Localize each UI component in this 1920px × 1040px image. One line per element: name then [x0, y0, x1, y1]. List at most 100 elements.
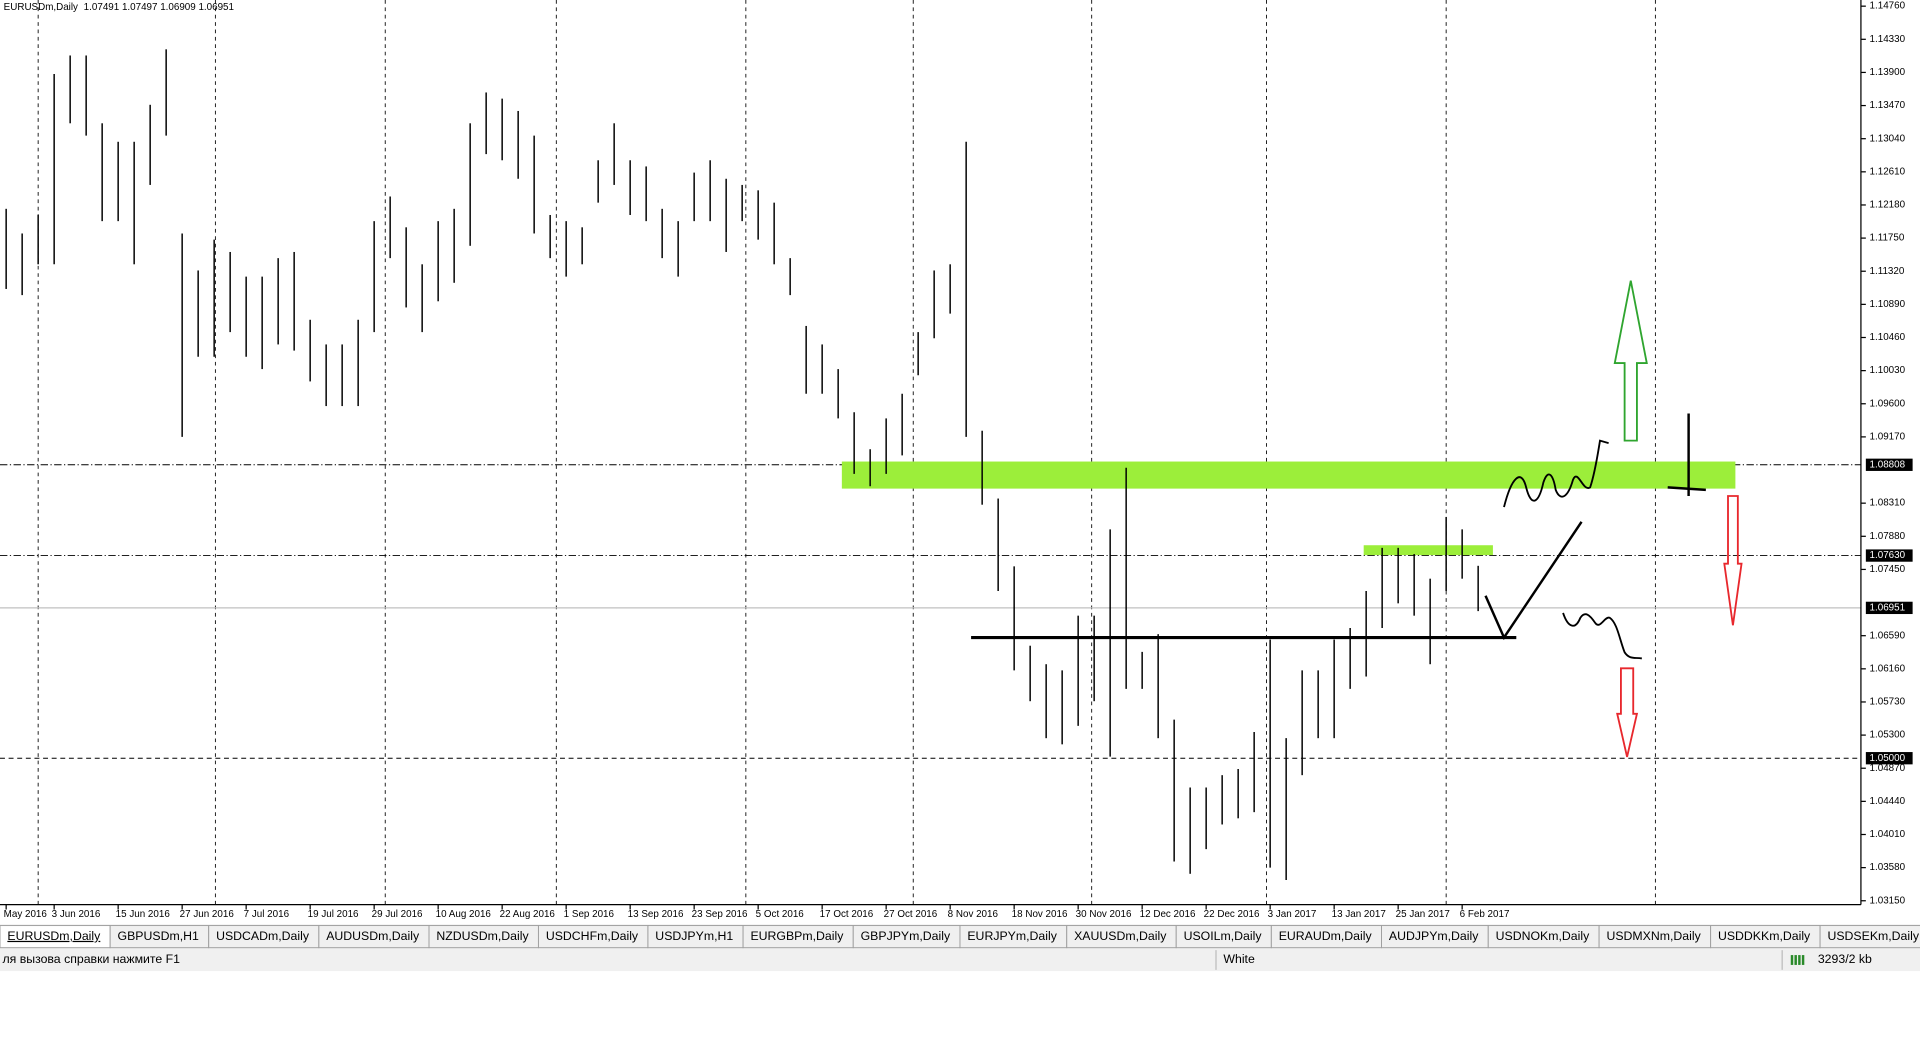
x-tick-label: 19 Jul 2016 [308, 909, 359, 920]
tab[interactable]: USDMXNm,Daily [1598, 925, 1712, 949]
y-tick-label: 1.13900 [1870, 67, 1906, 78]
x-tick-label: 3 Jun 2016 [52, 909, 101, 920]
tab-label: USDJPYm,H1 [655, 929, 733, 943]
tab-frame [1819, 925, 1920, 949]
y-tick-label: 1.06160 [1870, 663, 1906, 674]
x-tick-label: 17 Oct 2016 [820, 909, 874, 920]
squiggle-up [1503, 439, 1609, 508]
tab[interactable]: AUDUSDm,Daily [318, 925, 430, 949]
tab[interactable]: XAUUSDm,Daily [1066, 925, 1177, 949]
x-tick-label: 13 Jan 2017 [1332, 909, 1386, 920]
tab[interactable]: AUDJPYm,Daily [1381, 925, 1489, 949]
tab[interactable]: EURUSDm,Daily [0, 925, 111, 949]
minor-zone [1363, 545, 1493, 556]
tab[interactable]: USDJPYm,H1 [647, 925, 744, 949]
x-tick-label: 6 Feb 2017 [1460, 909, 1510, 920]
y-tick-label: 1.03150 [1870, 895, 1906, 906]
y-tick-label: 1.09170 [1870, 431, 1906, 442]
tab[interactable]: GBPUSDm,H1 [109, 925, 210, 949]
tab[interactable]: USDNOKm,Daily [1487, 925, 1600, 949]
price-tag [1865, 549, 1913, 562]
x-tick-label: 15 Jun 2016 [116, 909, 171, 920]
tab[interactable]: USDSEKm,Daily [1819, 925, 1920, 949]
x-tick-label: 27 Oct 2016 [884, 909, 938, 920]
tab-label: EURJPYm,Daily [967, 929, 1057, 943]
x-tick-label: 10 Aug 2016 [436, 909, 492, 920]
y-tick-label: 1.05730 [1870, 697, 1906, 708]
tab[interactable]: USDCHFm,Daily [537, 925, 649, 949]
tab-label: USDMXNm,Daily [1606, 929, 1701, 943]
x-tick-label: 7 Jul 2016 [244, 909, 290, 920]
x-tick-label: 8 Nov 2016 [948, 909, 999, 920]
tab-label: USDDKKm,Daily [1718, 929, 1811, 943]
y-tick-label: 1.13470 [1870, 100, 1906, 111]
arrow-up [1613, 280, 1648, 442]
tab[interactable]: USDDKKm,Daily [1710, 925, 1821, 949]
tab-label: GBPJPYm,Daily [861, 929, 951, 943]
tab-label: NZDUSDm,Daily [436, 929, 529, 943]
arrow-down [1616, 667, 1639, 758]
y-tick-label: 1.13040 [1870, 133, 1906, 144]
tabs: EURUSDm,Daily GBPUSDm,H1 USDCADm,Daily AUDU… [0, 925, 1920, 949]
x-tick-label: 12 Dec 2016 [1140, 909, 1196, 920]
x-tick-label: 27 Jun 2016 [180, 909, 235, 920]
tab-label: XAUUSDm,Daily [1074, 929, 1167, 943]
tab[interactable]: GBPJPYm,Daily [852, 925, 961, 949]
tab-label: GBPUSDm,H1 [118, 929, 199, 943]
tab-label: AUDUSDm,Daily [326, 929, 420, 943]
x-tick-label: 23 Sep 2016 [692, 909, 748, 920]
v-projection [1484, 521, 1583, 641]
tab-label: USDSEKm,Daily [1827, 929, 1919, 943]
y-tick-label: 1.11750 [1870, 233, 1905, 244]
tab-label: EURGBPm,Daily [750, 929, 844, 943]
y-tick-label: 1.14760 [1870, 1, 1906, 12]
price-tag [1865, 601, 1913, 615]
x-tick-label: 3 Jan 2017 [1268, 909, 1317, 920]
status-background [0, 948, 1920, 972]
traffic-icon [1790, 955, 1805, 965]
tab-label: EURUSDm,Daily [7, 929, 101, 943]
x-tick-label: 22 Aug 2016 [500, 909, 556, 920]
chart-symbol: EURUSDm,Daily [4, 2, 78, 13]
arrow-down-right [1723, 495, 1743, 626]
price-tag-label: 1.06951 [1870, 602, 1906, 613]
x-tick-label: 30 Nov 2016 [1076, 909, 1132, 920]
price-tag-label: 1.08808 [1870, 459, 1906, 470]
x-tick-label: 5 Oct 2016 [756, 909, 805, 920]
resistance-zone [841, 461, 1736, 489]
tab-label: AUDJPYm,Daily [1389, 929, 1479, 943]
y-tick-label: 1.14330 [1870, 34, 1906, 45]
time-axis: May 2016 3 Jun 2016 15 Jun 2016 27 Jun 2016… [4, 904, 1510, 920]
tab[interactable]: EURAUDm,Daily [1270, 925, 1382, 949]
y-tick-label: 1.03580 [1870, 862, 1906, 873]
y-tick-label: 1.07880 [1870, 531, 1906, 542]
tab[interactable]: EURJPYm,Daily [959, 925, 1068, 949]
squiggle-down [1562, 612, 1642, 660]
cross-horizontal [1667, 486, 1706, 492]
y-tick-label: 1.09600 [1870, 398, 1906, 409]
y-tick-label: 1.11320 [1870, 266, 1905, 277]
y-tick-label: 1.04870 [1870, 763, 1906, 774]
tab-label: USOILm,Daily [1184, 929, 1263, 943]
x-tick-label: 1 Sep 2016 [564, 909, 615, 920]
tab[interactable]: NZDUSDm,Daily [428, 925, 539, 949]
tab-label: USDCADm,Daily [216, 929, 310, 943]
x-tick-label: 25 Jan 2017 [1396, 909, 1450, 920]
y-tick-label: 1.07450 [1870, 564, 1906, 575]
y-tick-label: 1.08310 [1870, 498, 1906, 509]
x-tick-label: 29 Jul 2016 [372, 909, 423, 920]
x-tick-label: 22 Dec 2016 [1204, 909, 1260, 920]
tab[interactable]: USDCADm,Daily [208, 925, 320, 949]
y-tick-label: 1.12180 [1870, 200, 1906, 211]
tab-label: USDCHFm,Daily [546, 929, 639, 943]
tab-label: EURAUDm,Daily [1279, 929, 1373, 943]
y-tick-label: 1.10030 [1870, 365, 1906, 376]
price-tag-label: 1.05000 [1870, 753, 1906, 764]
status-bar: ля вызова справки нажмите F1 White 3293/… [0, 948, 1920, 972]
tab[interactable]: EURGBPm,Daily [742, 925, 854, 949]
tab[interactable]: USOILm,Daily [1175, 925, 1272, 949]
price-tag [1865, 458, 1913, 471]
y-tick-label: 1.10890 [1870, 299, 1906, 310]
